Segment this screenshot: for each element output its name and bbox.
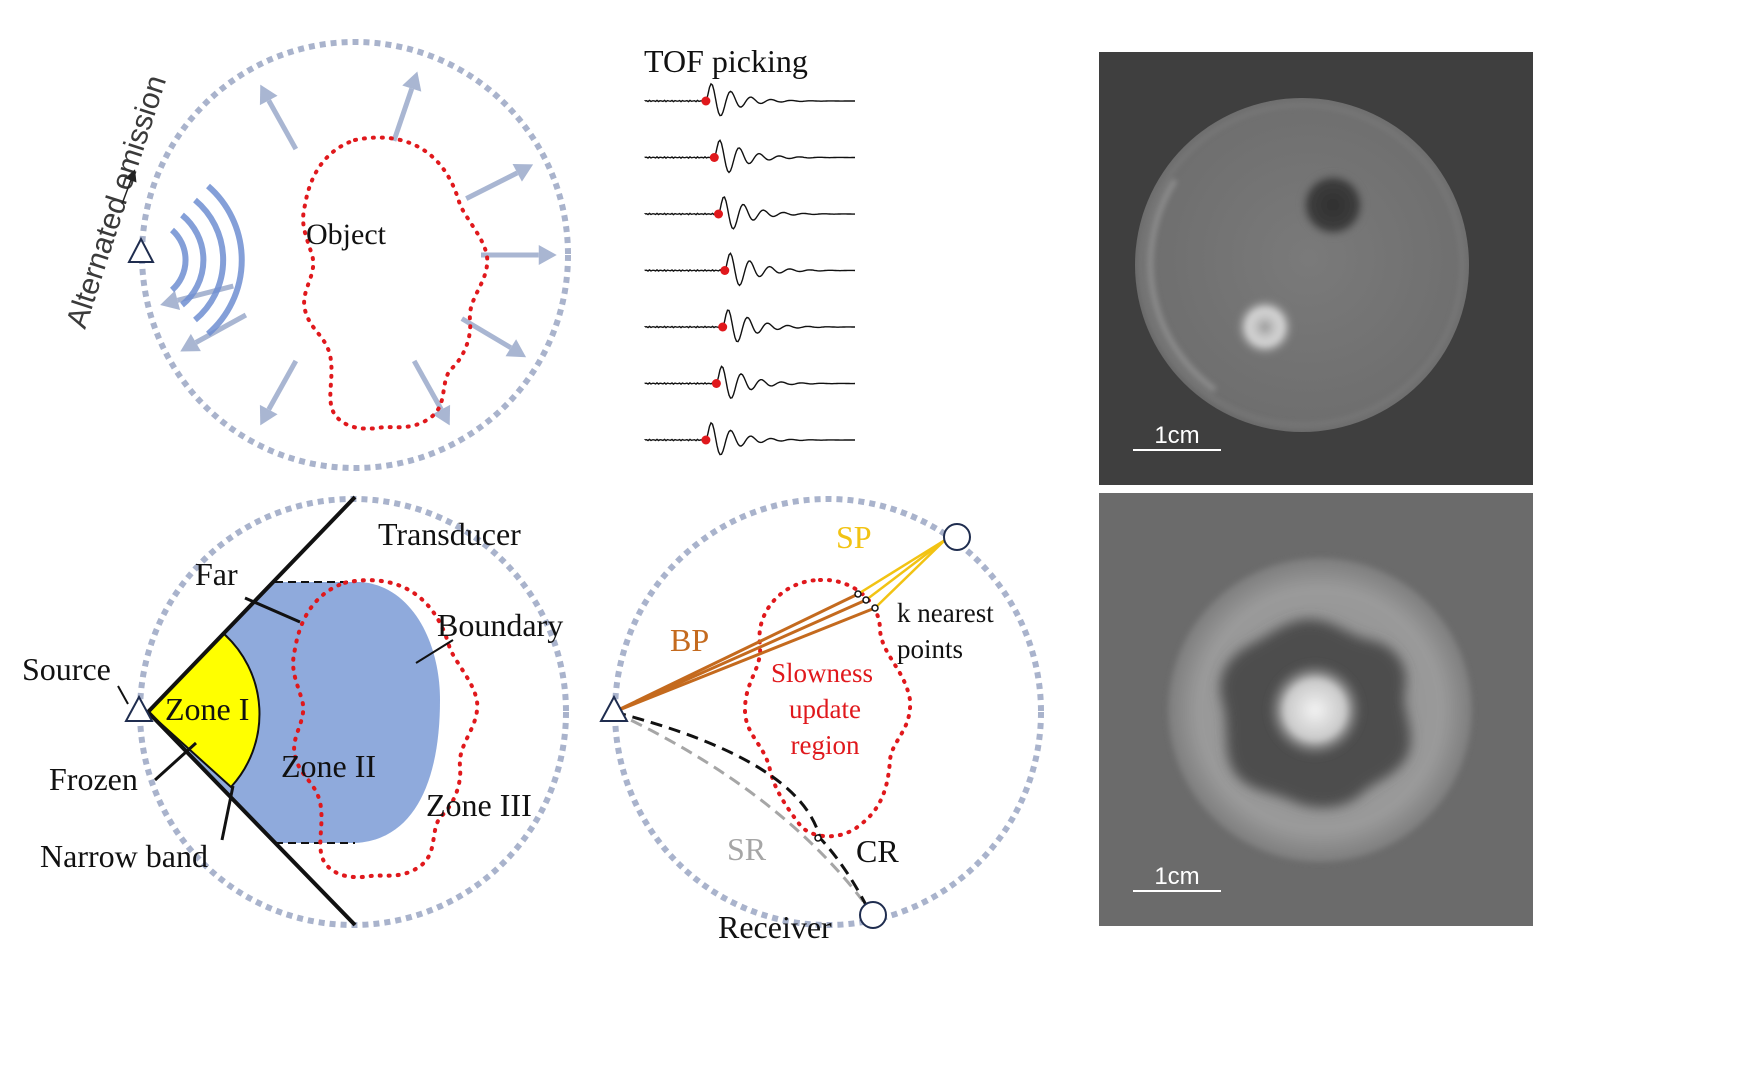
- frozen-label: Frozen: [49, 761, 138, 797]
- panel-d-rays: SP BP k nearest points Slowness update r…: [599, 496, 1044, 945]
- tof-trace: [644, 82, 855, 117]
- transducer-ring-d: [612, 496, 1044, 928]
- radial-arrow-shaft: [266, 99, 299, 151]
- frozen-leader: [153, 741, 198, 782]
- tof-trace: [644, 139, 855, 174]
- k-nearest-label-1: k nearest: [897, 598, 994, 628]
- radial-arrow-head: [180, 333, 201, 352]
- boundary-leader: [415, 639, 454, 664]
- panel-c-zones: Transducer Far Boundary Source Zone I Zo…: [22, 495, 569, 928]
- tof-pick-point: [720, 266, 730, 275]
- transducer-ring-a: [139, 39, 571, 471]
- zone-i-region: [146, 631, 261, 789]
- sr-ray: [613, 710, 868, 906]
- cr-ray: [613, 710, 868, 906]
- zone3-label: Zone III: [426, 787, 532, 823]
- slowness-label-1: Slowness: [771, 658, 873, 688]
- sp-label: SP: [836, 519, 872, 555]
- sr-label: SR: [727, 831, 767, 867]
- zone1-label: Zone I: [165, 691, 249, 727]
- panel-a-emission: Object Alternated emission: [60, 39, 571, 471]
- radial-arrow-shaft: [266, 359, 299, 411]
- tof-trace: [644, 196, 855, 230]
- source-triangle-icon: [127, 236, 155, 263]
- emission-label: Alternated emission: [60, 71, 173, 332]
- receiver-transducer-icon: [859, 901, 887, 929]
- bp-rays: [613, 592, 876, 714]
- tof-trace: [644, 421, 855, 456]
- source-triangle-c-icon: [124, 694, 154, 722]
- tof-trace: [644, 252, 856, 287]
- tof-title: TOF picking: [644, 43, 808, 79]
- scale-label-top: 1cm: [1154, 422, 1199, 449]
- narrow-band-label: Narrow band: [40, 838, 208, 874]
- scale-label-bottom: 1cm: [1154, 863, 1199, 890]
- wedge-upper: [146, 495, 357, 714]
- far-leader: [244, 596, 301, 624]
- radial-arrow-shaft: [391, 87, 415, 142]
- sp-rays: [857, 538, 946, 609]
- source-leader: [117, 685, 129, 705]
- zone2-label: Zone II: [281, 748, 376, 784]
- tof-pick-point: [718, 322, 728, 332]
- emission-direction-arrow: [121, 169, 137, 205]
- cr-intersect-point: [814, 834, 822, 842]
- radial-arrow-shaft: [465, 170, 519, 201]
- narrow-band-leader: [220, 785, 235, 841]
- cr-label: CR: [856, 833, 899, 869]
- tof-pick-point: [714, 209, 723, 219]
- radial-arrow-head: [160, 290, 181, 310]
- radial-arrow-head: [538, 245, 557, 265]
- tof-trace: [644, 365, 856, 399]
- radial-arrow-shaft: [460, 316, 513, 350]
- tof-traces: [644, 82, 856, 456]
- source-label: Source: [22, 651, 111, 687]
- slowness-label-3: region: [791, 730, 860, 760]
- receiver-label: Receiver: [718, 909, 832, 945]
- sp-transducer-icon: [943, 523, 971, 551]
- k-nearest-label-2: points: [897, 634, 963, 664]
- radial-arrow-head: [402, 71, 422, 92]
- radial-arrow-head: [432, 404, 451, 426]
- radial-arrow-head: [505, 339, 527, 358]
- tof-pick-point: [709, 153, 719, 162]
- slowness-update-region: [742, 577, 913, 839]
- wedge-lower: [146, 710, 357, 927]
- tof-pick-point: [711, 379, 721, 388]
- object-boundary: [301, 135, 490, 431]
- radial-arrow-shaft: [194, 312, 248, 345]
- radial-arrow-head: [259, 404, 278, 426]
- slowness-label-2: update: [789, 694, 861, 724]
- radial-arrow-head: [259, 84, 278, 106]
- panel-b-tof: TOF picking: [644, 43, 856, 456]
- tof-pick-point: [701, 435, 711, 445]
- radial-arrow-shaft: [411, 359, 444, 411]
- far-label: Far: [195, 556, 238, 592]
- wave-arcs: [169, 183, 245, 337]
- boundary-label: Boundary: [437, 607, 563, 643]
- tof-trace: [644, 309, 855, 343]
- transducer-label: Transducer: [378, 516, 521, 552]
- tof-pick-point: [701, 96, 711, 106]
- source-triangle-d-icon: [599, 694, 629, 722]
- bp-label: BP: [670, 622, 709, 658]
- recon-top-image: 1cm: [1099, 52, 1533, 485]
- radial-arrow-head: [512, 164, 534, 182]
- recon-bottom-image: 1cm: [1099, 493, 1533, 926]
- object-label: Object: [306, 218, 387, 251]
- nearest-points: [854, 590, 879, 612]
